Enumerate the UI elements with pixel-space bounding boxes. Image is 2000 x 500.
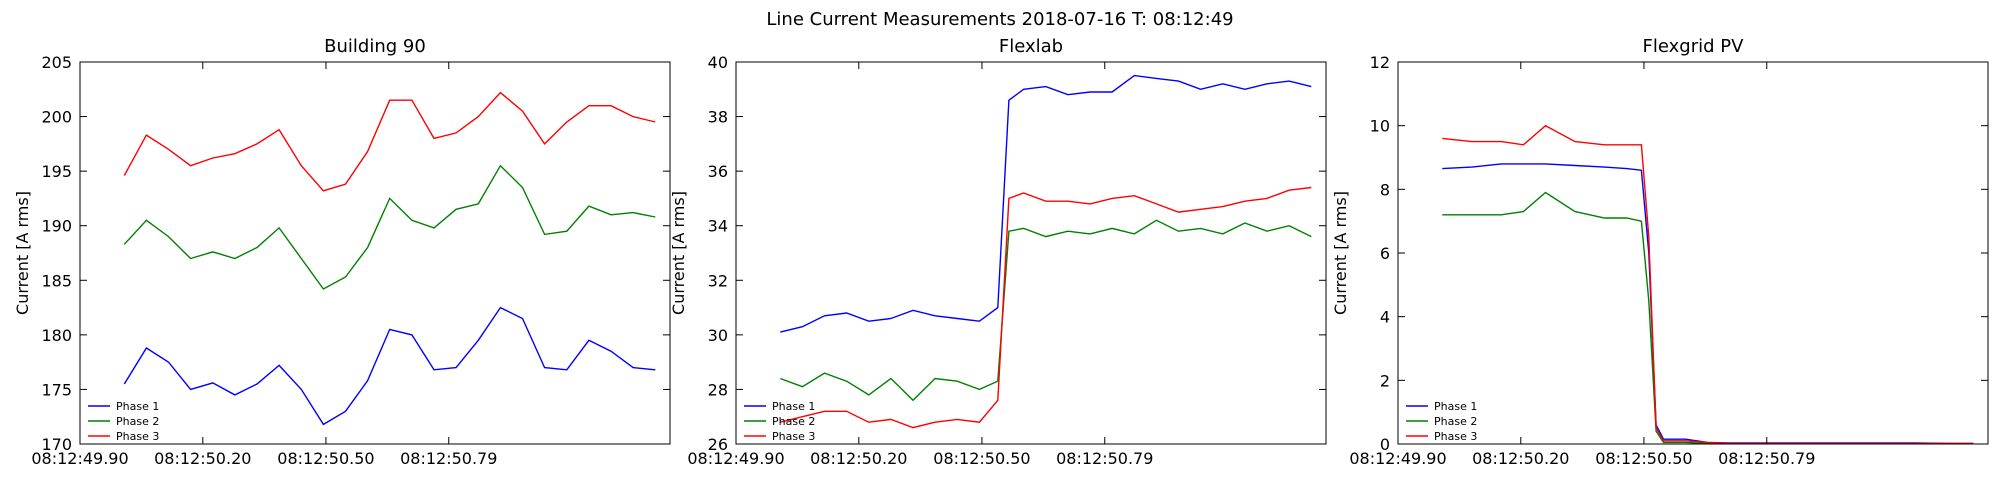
y-tick-label: 12: [1370, 53, 1390, 72]
x-tick-label: 08:12:50.79: [1718, 449, 1815, 468]
series-line-phase-3: [780, 186, 1312, 429]
series-line-phase-3: [123, 91, 656, 192]
y-tick-label: 40: [708, 53, 728, 72]
y-tick-label: 6: [1380, 244, 1390, 263]
y-tick-label: 32: [708, 271, 728, 290]
x-tick-label: 08:12:50.50: [277, 449, 374, 468]
legend-label: Phase 2: [116, 415, 159, 428]
y-axis-label: Current [A rms]: [1331, 191, 1350, 315]
legend: Phase 1 Phase 2 Phase 3: [744, 400, 815, 443]
series-line-phase-2: [123, 164, 656, 290]
x-tick-label: 08:12:50.20: [810, 449, 907, 468]
y-tick-label: 10: [1370, 117, 1390, 136]
series-line-phase-2: [1442, 191, 1974, 445]
legend-label: Phase 1: [772, 400, 815, 413]
y-tick-label: 180: [41, 326, 72, 345]
y-axis-label: Current [A rms]: [669, 191, 688, 315]
y-tick-label: 2: [1380, 371, 1390, 390]
y-tick-label: 205: [41, 53, 72, 72]
series-line-phase-2: [780, 219, 1312, 402]
y-tick-label: 36: [708, 162, 728, 181]
chart-panel-3: 0 2 4 6 8 10 12 08:12:49.90 08:12:50.20 08:12:50.…: [1331, 36, 1989, 468]
legend-label: Phase 2: [1434, 415, 1477, 428]
y-tick-label: 38: [708, 108, 728, 127]
y-tick-label: 0: [1380, 435, 1390, 454]
series-line-phase-1: [1442, 163, 1974, 445]
legend-label: Phase 2: [772, 415, 815, 428]
series-line-phase-1: [123, 306, 656, 426]
y-tick-label: 190: [41, 217, 72, 236]
x-tick-label: 08:12:49.90: [1349, 449, 1446, 468]
legend-label: Phase 3: [1434, 430, 1477, 443]
legend-label: Phase 3: [116, 430, 159, 443]
y-tick-label: 34: [708, 217, 728, 236]
figure-title: Line Current Measurements 2018-07-16 T: …: [766, 9, 1233, 30]
axes-frame: [1397, 61, 1989, 445]
chart-title: Flexgrid PV: [1643, 36, 1745, 57]
y-tick-label: 28: [708, 380, 728, 399]
chart-title: Building 90: [324, 36, 426, 57]
y-tick-label: 175: [41, 380, 72, 399]
x-tick-label: 08:12:49.90: [31, 449, 128, 468]
chart-title: Flexlab: [999, 36, 1063, 57]
legend: Phase 1 Phase 2 Phase 3: [88, 400, 159, 443]
y-tick-label: 200: [41, 108, 72, 127]
legend-label: Phase 1: [1434, 400, 1477, 413]
series-line-phase-1: [780, 74, 1312, 333]
x-tick-label: 08:12:50.20: [154, 449, 251, 468]
x-tick-label: 08:12:50.79: [400, 449, 497, 468]
chart-panel-2: 26 28 30 32 34 36 38 40 08:12:49.90 08:12:50.20 08…: [669, 36, 1327, 468]
y-tick-label: 8: [1380, 180, 1390, 199]
y-tick-label: 30: [708, 326, 728, 345]
series-line-phase-3: [1442, 124, 1974, 445]
x-tick-label: 08:12:50.50: [1595, 449, 1692, 468]
y-tick-label: 26: [708, 435, 728, 454]
x-tick-label: 08:12:50.50: [933, 449, 1030, 468]
x-tick-label: 08:12:50.20: [1472, 449, 1569, 468]
y-tick-label: 195: [41, 162, 72, 181]
y-tick-label: 170: [41, 435, 72, 454]
axes-frame: [735, 61, 1327, 445]
y-tick-label: 185: [41, 271, 72, 290]
y-tick-label: 4: [1380, 308, 1390, 327]
x-tick-label: 08:12:50.79: [1056, 449, 1153, 468]
axes-frame: [79, 61, 671, 445]
chart-panel-1: 170 175 180 185 190 195 200 205 08:12:49.90 08:12…: [13, 36, 671, 468]
legend-label: Phase 3: [772, 430, 815, 443]
x-tick-label: 08:12:49.90: [687, 449, 784, 468]
legend: Phase 1 Phase 2 Phase 3: [1406, 400, 1477, 443]
y-axis-label: Current [A rms]: [13, 191, 32, 315]
legend-label: Phase 1: [116, 400, 159, 413]
